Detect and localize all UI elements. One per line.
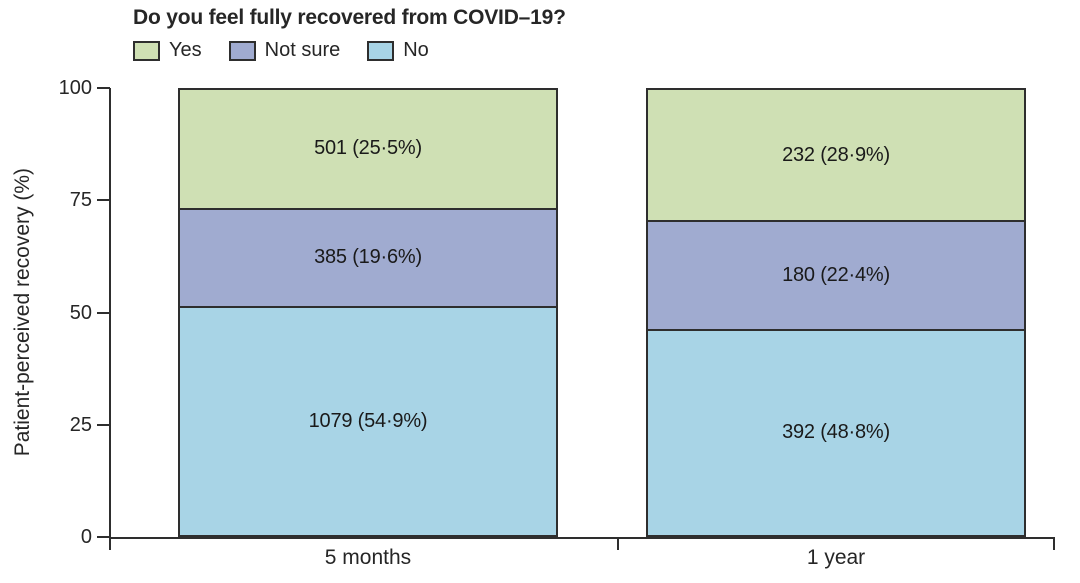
- legend-label: Yes: [169, 39, 202, 61]
- x-tick-0: [109, 539, 111, 550]
- bar-5-months: 501 (25·5%) 385 (19·6%) 1079 (54·9%): [178, 88, 558, 537]
- y-tick-label-25: 25: [69, 413, 92, 436]
- x-tick-2: [1053, 539, 1055, 550]
- legend-item-not-sure: Not sure: [228, 39, 341, 62]
- legend-item-yes: Yes: [133, 39, 202, 62]
- legend-label: Not sure: [264, 39, 341, 61]
- segment-label: 385 (19·6%): [314, 246, 422, 269]
- y-tick-0: [97, 536, 110, 538]
- y-tick-100: [97, 87, 110, 89]
- bar-segment-not-sure-1-year: 180 (22·4%): [646, 220, 1026, 331]
- legend-swatch-no: [367, 40, 395, 61]
- y-axis-title-text: Patient-perceived recovery (%): [11, 168, 34, 457]
- segment-label: 1079 (54·9%): [308, 409, 428, 432]
- bar-segment-yes-5-months: 501 (25·5%): [178, 88, 558, 210]
- legend-swatch-not-sure: [228, 40, 256, 61]
- y-tick-75: [97, 199, 110, 202]
- chart-legend: Yes Not sure No: [133, 39, 429, 62]
- legend-swatch-yes: [133, 40, 160, 61]
- chart-title: Do you feel fully recovered from COVID–1…: [133, 6, 566, 29]
- bar-segment-no-5-months: 1079 (54·9%): [178, 305, 558, 537]
- x-category-label-5-months: 5 months: [324, 546, 412, 569]
- segment-label: 501 (25·5%): [314, 137, 422, 160]
- segment-label: 232 (28·9%): [782, 143, 890, 166]
- y-tick-25: [97, 423, 110, 426]
- y-tick-label-100: 100: [58, 77, 92, 99]
- legend-label: No: [403, 39, 429, 61]
- y-axis-line: [109, 88, 111, 539]
- segment-label: 180 (22·4%): [782, 264, 890, 287]
- bar-segment-yes-1-year: 232 (28·9%): [646, 88, 1026, 223]
- x-category-label-1-year: 1 year: [806, 546, 866, 569]
- y-tick-label-50: 50: [69, 301, 92, 324]
- segment-label: 392 (48·8%): [782, 421, 890, 444]
- x-tick-1: [617, 539, 619, 550]
- y-axis-title: Patient-perceived recovery (%): [8, 88, 38, 537]
- legend-item-no: No: [367, 39, 429, 62]
- bar-1-year: 232 (28·9%) 180 (22·4%) 392 (48·8%): [646, 88, 1026, 538]
- bar-segment-not-sure-5-months: 385 (19·6%): [178, 207, 558, 308]
- x-axis-line: [109, 537, 1055, 539]
- y-tick-label-0: 0: [80, 526, 92, 548]
- bar-segment-no-1-year: 392 (48·8%): [646, 328, 1026, 538]
- y-tick-label-75: 75: [69, 189, 92, 212]
- y-tick-50: [97, 311, 110, 314]
